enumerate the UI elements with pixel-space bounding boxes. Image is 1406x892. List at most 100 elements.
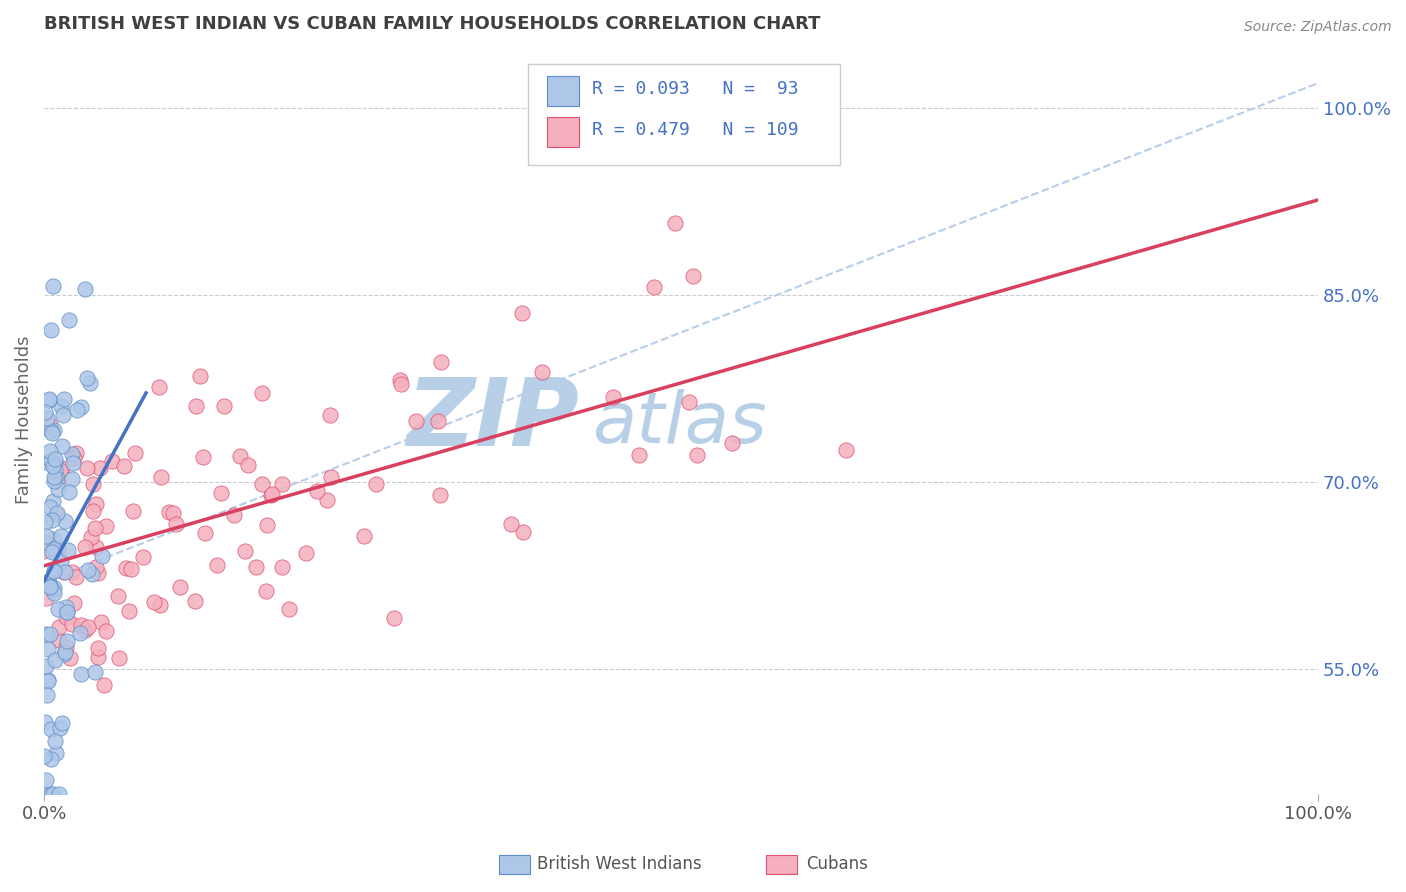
Point <box>52 409 75 423</box>
Point <box>62 450 84 465</box>
Text: ZIP: ZIP <box>406 374 579 466</box>
Point <box>37 642 59 657</box>
Point <box>49 463 72 477</box>
Point <box>162 506 184 520</box>
Point <box>39 323 62 337</box>
Point <box>209 486 232 500</box>
Point <box>38 580 60 594</box>
Point <box>34 772 56 787</box>
Point <box>118 604 141 618</box>
Point <box>37 574 59 588</box>
Point <box>84 521 107 535</box>
Point <box>44 463 66 477</box>
Point <box>44 544 66 558</box>
Point <box>96 519 118 533</box>
Point <box>42 458 65 473</box>
Point <box>44 469 66 483</box>
Text: Cubans: Cubans <box>806 855 868 873</box>
Point <box>38 444 60 458</box>
Point <box>77 563 100 577</box>
Point <box>51 439 73 453</box>
Point <box>271 476 294 491</box>
Point <box>44 452 66 467</box>
Point <box>41 787 63 801</box>
Point <box>643 280 665 294</box>
Point <box>122 504 145 518</box>
Point <box>69 625 91 640</box>
Point <box>38 392 60 406</box>
Point <box>39 537 62 551</box>
Point <box>35 534 58 549</box>
Point <box>46 506 69 520</box>
Point <box>70 617 93 632</box>
FancyBboxPatch shape <box>529 64 841 165</box>
Point <box>87 649 110 664</box>
Point <box>32 535 55 549</box>
Point <box>41 752 63 766</box>
Point <box>76 461 98 475</box>
Point <box>169 580 191 594</box>
Point <box>63 596 86 610</box>
Point <box>55 600 77 615</box>
Point <box>46 482 69 496</box>
Point <box>44 456 66 470</box>
Point <box>80 566 103 581</box>
Point <box>35 627 58 641</box>
Point <box>46 541 69 555</box>
Point <box>62 566 84 580</box>
Point <box>48 619 70 633</box>
Point <box>66 403 89 417</box>
Point <box>382 611 405 625</box>
Point <box>48 632 70 647</box>
Point <box>120 561 142 575</box>
Point <box>188 369 211 384</box>
Text: BRITISH WEST INDIAN VS CUBAN FAMILY HOUSEHOLDS CORRELATION CHART: BRITISH WEST INDIAN VS CUBAN FAMILY HOUS… <box>44 15 821 33</box>
Point <box>94 624 117 638</box>
Point <box>194 526 217 541</box>
Point <box>90 615 112 629</box>
Point <box>222 508 245 522</box>
Point <box>39 578 62 592</box>
Point <box>388 374 411 388</box>
Point <box>34 787 56 801</box>
Text: atlas: atlas <box>592 389 766 458</box>
Point <box>262 487 284 501</box>
Point <box>59 650 82 665</box>
Point <box>76 620 98 634</box>
Point <box>501 517 523 532</box>
Point <box>80 529 103 543</box>
Point <box>58 484 80 499</box>
Point <box>60 616 83 631</box>
Point <box>93 678 115 692</box>
Point <box>42 494 65 508</box>
Point <box>42 583 65 598</box>
Point <box>37 411 59 425</box>
Point <box>34 749 56 764</box>
Point <box>114 561 136 575</box>
Point <box>53 644 76 658</box>
Point <box>271 559 294 574</box>
Point <box>35 658 58 673</box>
Point <box>142 595 165 609</box>
Point <box>44 564 66 578</box>
Text: British West Indians: British West Indians <box>537 855 702 873</box>
Point <box>56 605 79 619</box>
Point <box>191 450 214 464</box>
Point <box>212 400 235 414</box>
Point <box>150 470 173 484</box>
Point <box>45 746 67 760</box>
Point <box>42 581 65 595</box>
Point <box>41 513 63 527</box>
Point <box>65 570 87 584</box>
Point <box>157 505 180 519</box>
Point <box>307 483 329 498</box>
Point <box>686 448 709 462</box>
Point <box>86 566 108 580</box>
Point <box>35 591 58 605</box>
Point <box>51 529 73 543</box>
Point <box>53 514 76 528</box>
Point <box>148 598 170 612</box>
Point <box>82 476 104 491</box>
Point <box>316 493 339 508</box>
Point <box>108 651 131 665</box>
